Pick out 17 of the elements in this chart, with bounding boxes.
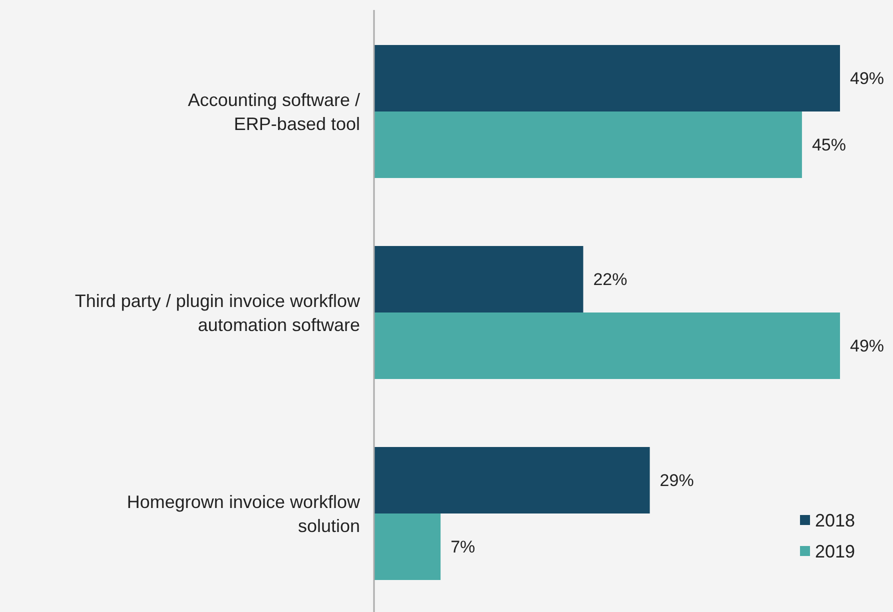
bar (374, 514, 441, 580)
data-label: 45% (812, 136, 846, 155)
bar (374, 312, 840, 379)
y-tick-label: Accounting software / ERP-based tool (188, 90, 360, 134)
data-label: 49% (850, 69, 884, 88)
legend-label: 2019 (815, 541, 856, 562)
data-label: 49% (850, 336, 884, 356)
bar (374, 112, 802, 178)
bar (374, 447, 650, 514)
y-tick-label: Third party / plugin invoice workflow automation software (74, 290, 361, 335)
data-label: 22% (593, 270, 628, 290)
bar (374, 45, 840, 112)
legend-label: 2018 (815, 510, 856, 530)
data-label: 29% (660, 471, 694, 490)
bar (374, 246, 584, 312)
data-label: 7% (450, 538, 476, 557)
y-tick-label: Homegrown invoice workflow solution (126, 492, 361, 536)
